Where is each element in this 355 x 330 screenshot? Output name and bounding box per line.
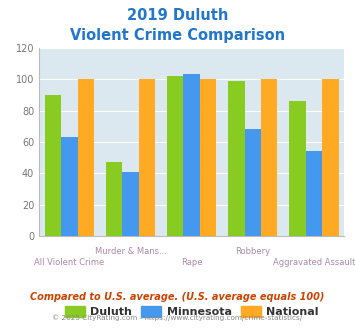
Bar (200, 79, 217, 236)
Bar (45, 95, 61, 236)
Bar (228, 81, 245, 236)
Bar (106, 162, 122, 236)
Text: All Violent Crime: All Violent Crime (34, 258, 105, 267)
Text: Violent Crime Comparison: Violent Crime Comparison (70, 28, 285, 43)
Bar (289, 101, 306, 236)
Text: Aggravated Assault: Aggravated Assault (273, 258, 355, 267)
Text: Murder & Mans...: Murder & Mans... (95, 247, 166, 256)
Bar (78, 79, 94, 236)
Bar (184, 75, 200, 236)
Bar (306, 151, 322, 236)
Bar (139, 79, 155, 236)
Text: © 2025 CityRating.com - https://www.cityrating.com/crime-statistics/: © 2025 CityRating.com - https://www.city… (53, 314, 302, 321)
Bar (261, 79, 278, 236)
Text: Robbery: Robbery (235, 247, 270, 256)
Bar (322, 79, 339, 236)
Bar (245, 129, 261, 236)
Legend: Duluth, Minnesota, National: Duluth, Minnesota, National (60, 302, 323, 322)
Bar (61, 137, 78, 236)
Bar (122, 172, 139, 236)
Text: Compared to U.S. average. (U.S. average equals 100): Compared to U.S. average. (U.S. average … (30, 292, 325, 302)
Bar (167, 76, 184, 236)
Text: 2019 Duluth: 2019 Duluth (127, 8, 228, 23)
Text: Rape: Rape (181, 258, 202, 267)
